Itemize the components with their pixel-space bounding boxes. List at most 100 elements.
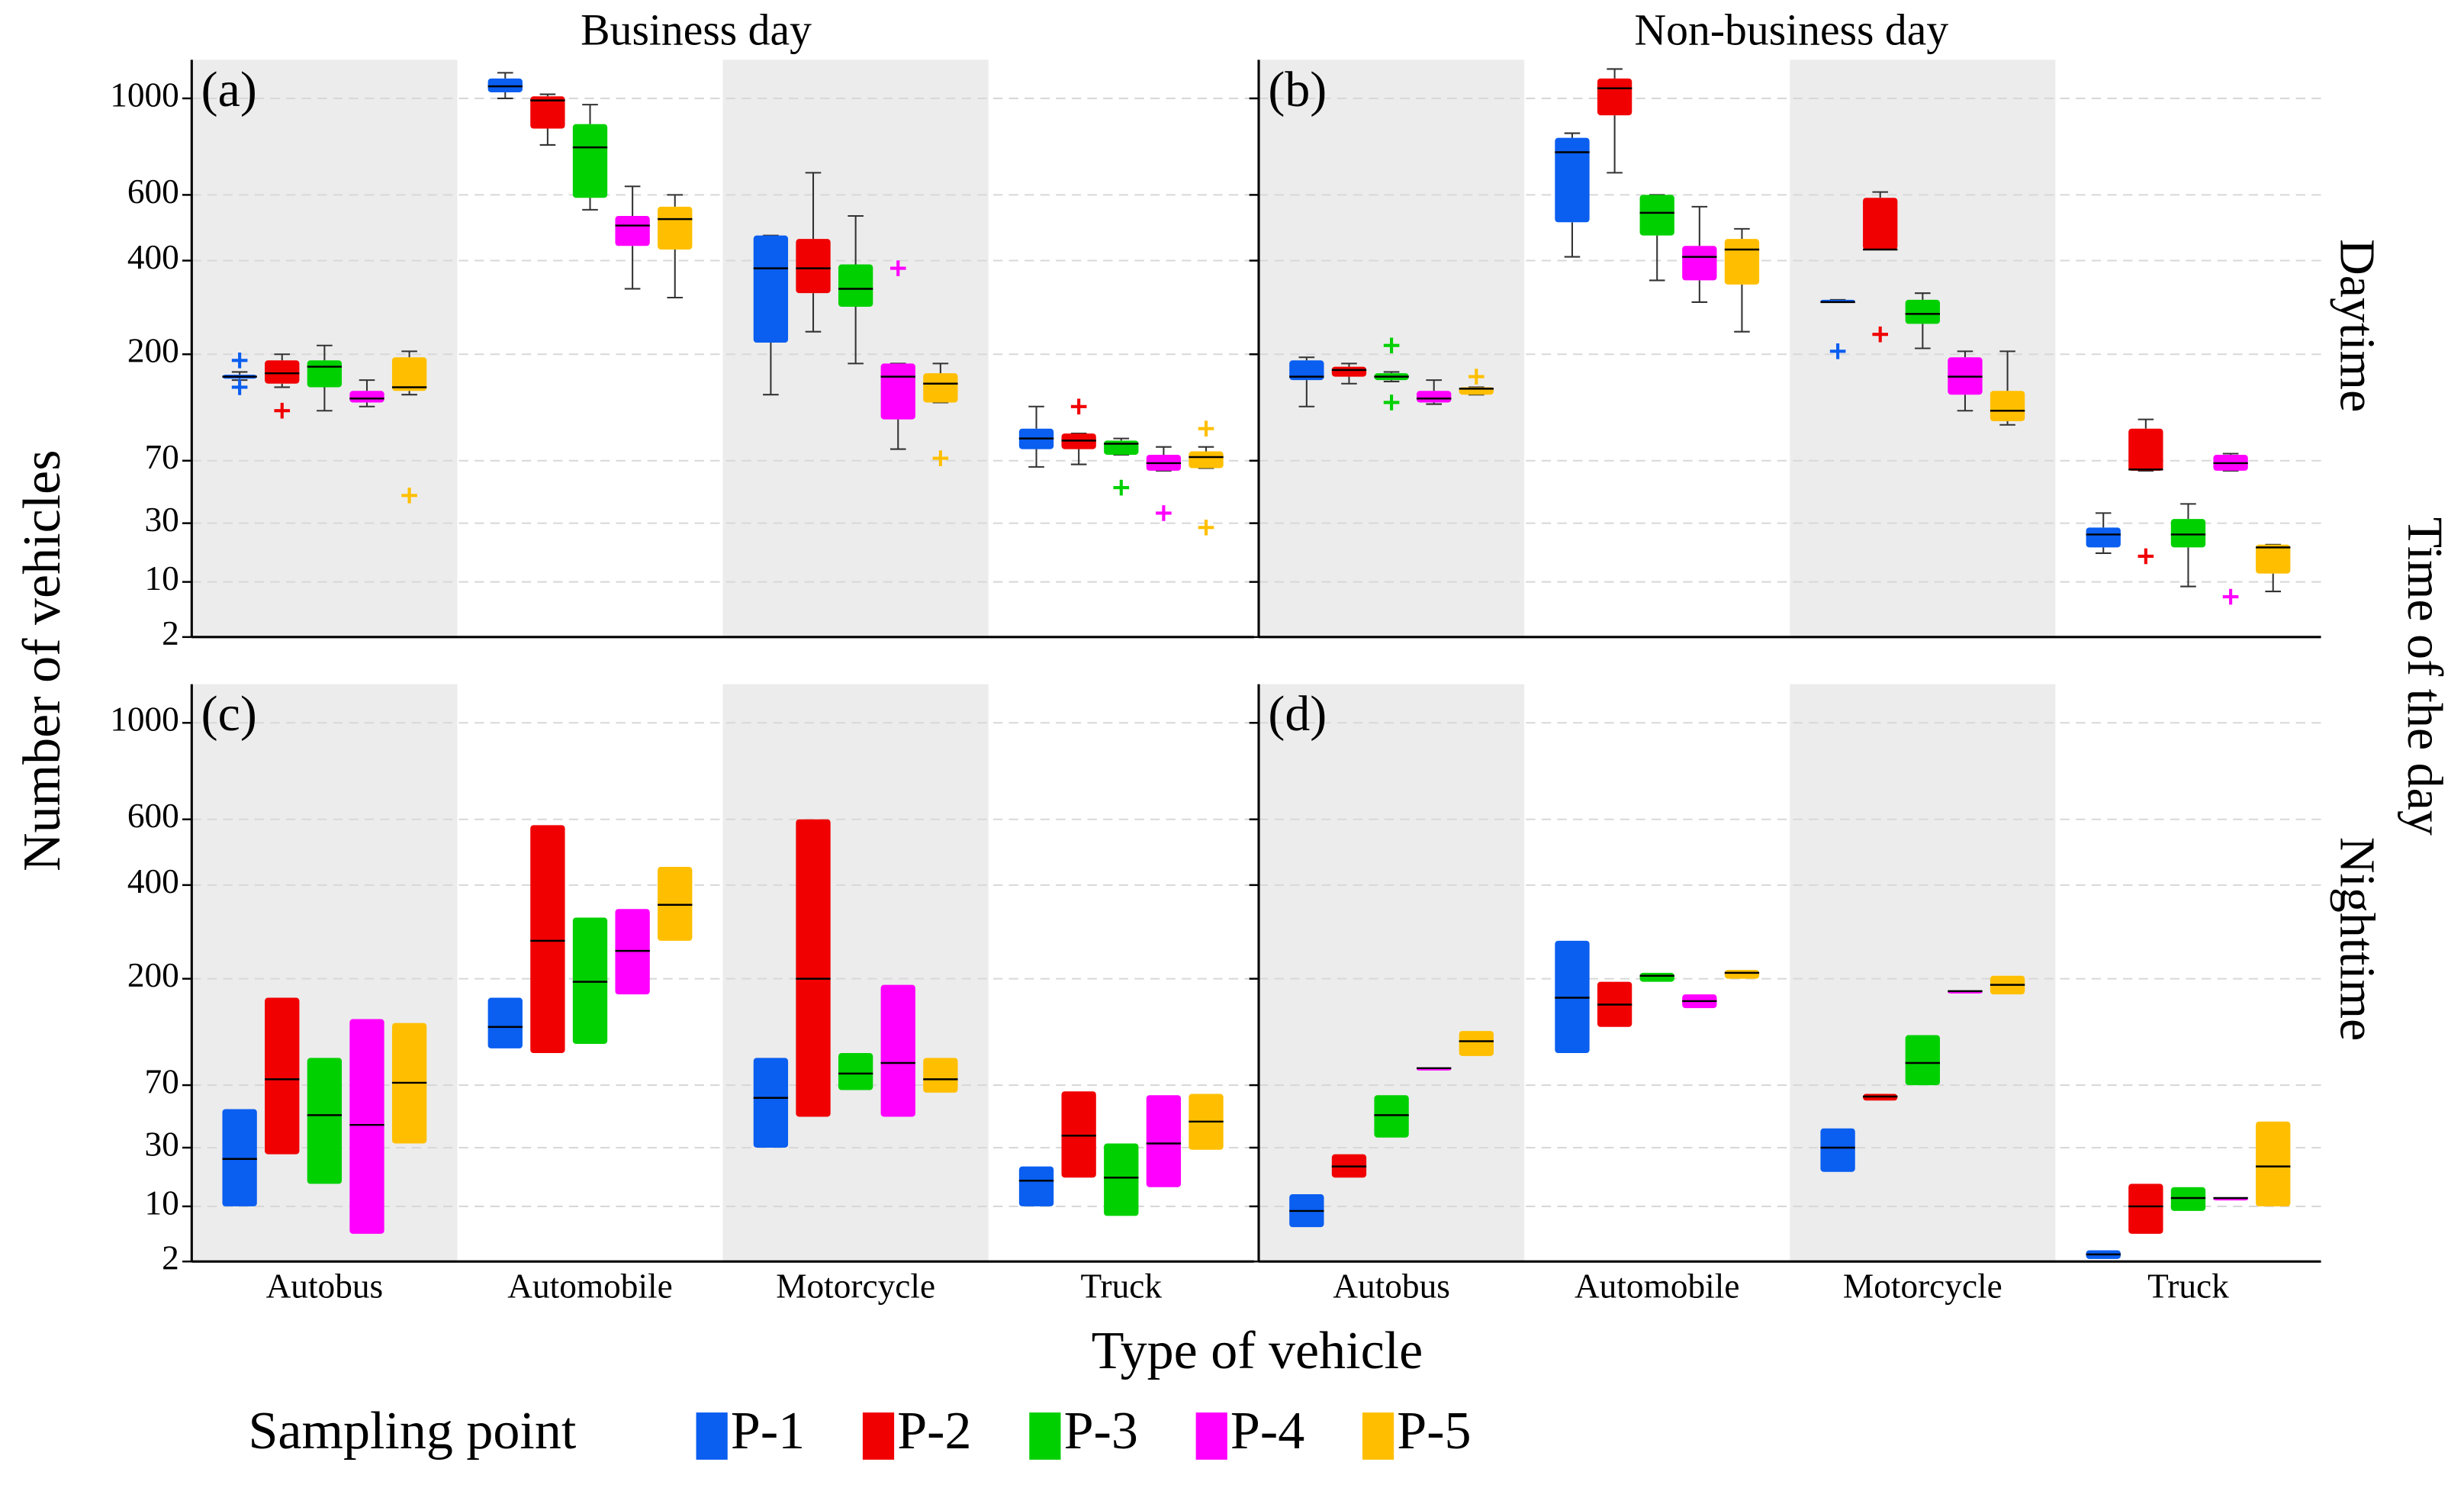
box: [1639, 972, 1674, 982]
box: [1863, 198, 1898, 250]
y-tick-label: 10: [145, 559, 179, 597]
outlier: [2138, 548, 2154, 565]
facet-title: Time of the day: [2397, 517, 2453, 836]
x-tick-label: Autobus: [1333, 1267, 1450, 1306]
box: [1146, 1095, 1182, 1187]
legend-swatch: [1029, 1412, 1061, 1460]
outlier: [2222, 588, 2239, 605]
x-tick-label: Motorcycle: [776, 1267, 935, 1306]
box: [2256, 544, 2291, 574]
box: [1104, 440, 1139, 455]
legend-swatch: [1362, 1412, 1394, 1460]
outlier: [932, 450, 949, 466]
box: [2170, 519, 2206, 548]
box: [530, 825, 565, 1054]
column-title: Non-business day: [1635, 7, 1949, 55]
box: [753, 235, 789, 343]
y-tick-label: 400: [127, 862, 179, 900]
box: [1905, 1035, 1941, 1086]
outlier: [231, 379, 248, 395]
outlier: [1872, 326, 1889, 343]
legend-label: P-2: [897, 1402, 971, 1461]
legend-label: P-3: [1064, 1402, 1138, 1461]
legend-swatch: [696, 1412, 728, 1460]
box: [880, 984, 915, 1117]
legend-swatch: [862, 1412, 895, 1460]
y-tick-label: 70: [145, 1062, 179, 1100]
row-title: Nighttime: [2330, 837, 2385, 1041]
box: [307, 1058, 343, 1184]
box: [1374, 1095, 1409, 1138]
box: [1724, 239, 1760, 285]
outlier: [1829, 343, 1846, 359]
box: [1724, 970, 1760, 979]
x-tick-label: Automobile: [507, 1267, 672, 1306]
x-tick-label: Motorcycle: [1843, 1267, 2002, 1306]
outlier: [1070, 398, 1087, 415]
y-tick-label: 1000: [110, 701, 179, 739]
x-tick-label: Autobus: [266, 1267, 384, 1306]
outlier: [274, 402, 291, 419]
y-tick-label: 400: [127, 238, 179, 276]
legend-title: Sampling point: [248, 1402, 576, 1461]
box: [530, 96, 565, 129]
box: [1018, 1166, 1054, 1206]
box: [1555, 137, 1590, 223]
outlier: [1383, 337, 1400, 354]
box: [658, 206, 693, 250]
x-axis-label: Type of vehicle: [1092, 1322, 1423, 1380]
box: [2128, 428, 2163, 471]
outlier: [1113, 479, 1130, 496]
box: [1682, 246, 1717, 281]
box: [487, 997, 523, 1048]
box: [222, 1109, 257, 1206]
box: [572, 917, 608, 1044]
box: [615, 215, 650, 246]
box: [838, 264, 873, 307]
x-tick-label: Truck: [2147, 1267, 2229, 1306]
outlier: [1156, 505, 1172, 521]
box: [265, 997, 300, 1155]
outlier: [231, 352, 248, 369]
box: [796, 239, 831, 294]
y-tick-label: 600: [127, 797, 179, 835]
box: [796, 819, 831, 1117]
box: [1061, 1091, 1096, 1178]
box: [307, 360, 343, 388]
row-title: Daytime: [2330, 239, 2385, 412]
y-tick-label: 10: [145, 1184, 179, 1222]
box: [753, 1058, 789, 1148]
box: [572, 124, 608, 198]
panel-label: (c): [201, 686, 257, 742]
legend-label: P-4: [1230, 1402, 1304, 1461]
box: [1597, 78, 1632, 116]
category-band: [1790, 684, 2056, 1262]
box: [880, 363, 915, 420]
column-title: Business day: [581, 7, 812, 55]
box: [1820, 1128, 1855, 1172]
box: [658, 867, 693, 941]
box: [1189, 451, 1224, 469]
outlier: [1468, 369, 1485, 385]
panel-label: (d): [1268, 686, 1327, 742]
box: [349, 1019, 384, 1234]
y-tick-label: 2: [162, 1239, 179, 1277]
box: [2256, 1121, 2291, 1206]
y-tick-label: 600: [127, 172, 179, 211]
x-tick-label: Automobile: [1575, 1267, 1739, 1306]
outlier: [889, 260, 906, 276]
box: [1990, 391, 2025, 421]
y-tick-label: 70: [145, 438, 179, 476]
box: [923, 373, 958, 403]
panel-label: (a): [201, 62, 257, 118]
box: [2128, 1184, 2163, 1234]
category-band: [722, 684, 989, 1262]
y-axis-label: Number of vehicles: [13, 449, 72, 871]
box: [391, 357, 427, 391]
legend-label: P-1: [731, 1402, 805, 1461]
box: [1104, 1143, 1139, 1216]
legend-swatch: [1195, 1412, 1227, 1460]
box: [1417, 391, 1452, 403]
outlier: [1383, 395, 1400, 411]
